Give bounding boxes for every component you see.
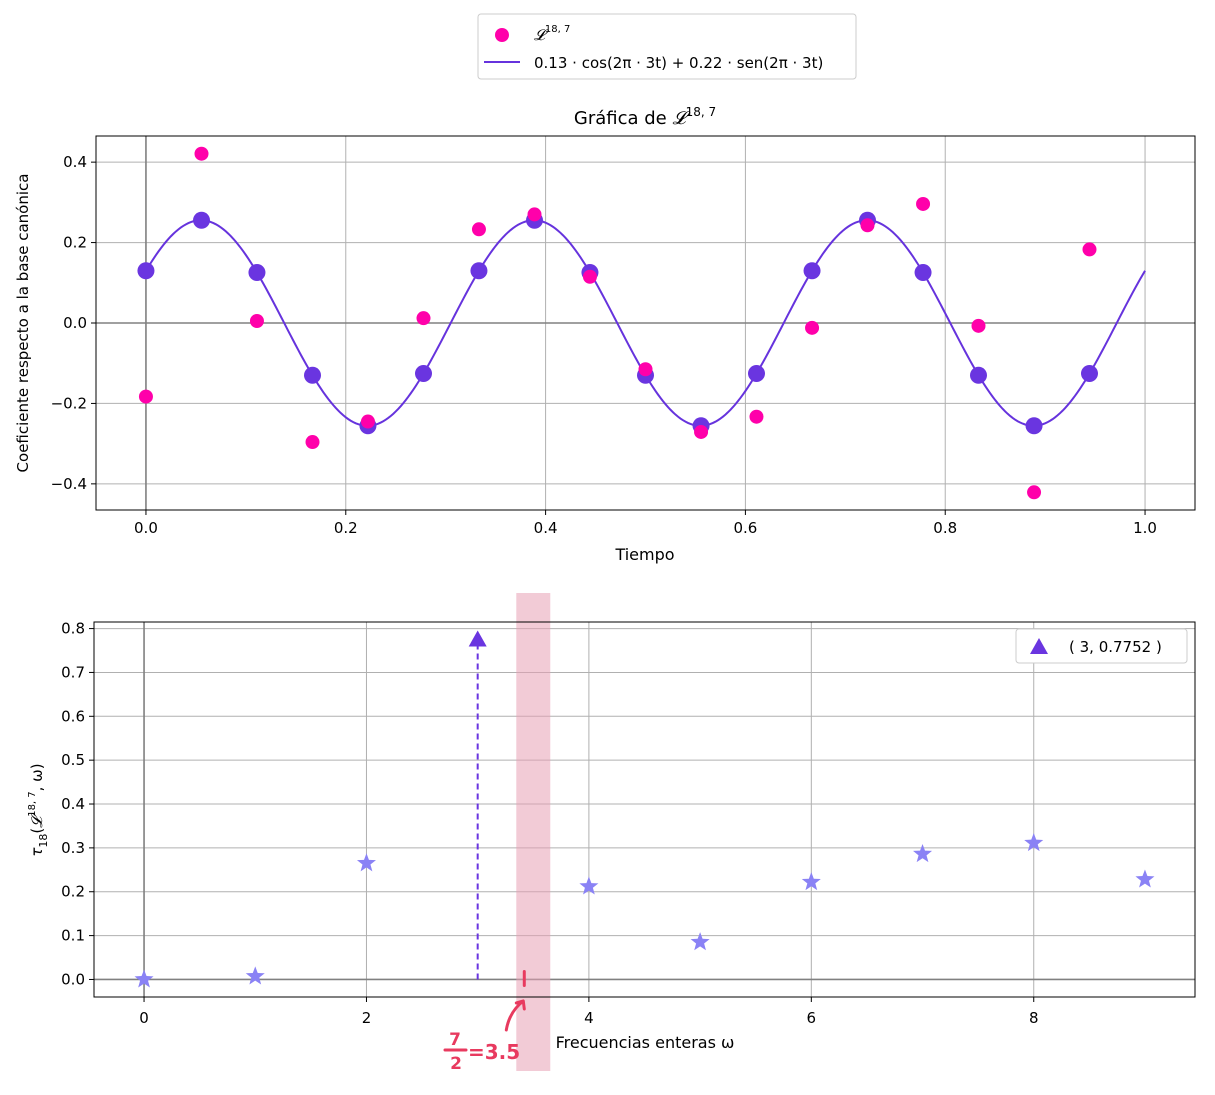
sample-point (803, 262, 821, 280)
sample-point (193, 211, 211, 229)
sample-point (415, 364, 433, 382)
data-point (305, 435, 320, 450)
bottom-xtick-label: 6 (807, 1009, 817, 1027)
sample-point (747, 364, 765, 382)
top-xtick-label: 0.8 (933, 519, 957, 537)
peak-point (468, 630, 487, 647)
top-xtick-label: 0.4 (534, 519, 558, 537)
bottom-ytick-label: 0.5 (61, 751, 85, 769)
bottom-ytick-label: 0.0 (61, 970, 85, 988)
data-point (694, 424, 709, 439)
bottom-ytick-label: 0.3 (61, 839, 85, 857)
bottom-legend: ( 3, 0.7752 ) (1015, 628, 1188, 664)
top-xtick-label: 0.6 (733, 519, 757, 537)
top-axes-lines (96, 136, 1195, 510)
bottom-chart: 0 2 4 6 8 0.0 0.1 0.2 0.3 0.4 0.5 0.6 0.7 0.8 ( 3, 0.… (27, 593, 1196, 1074)
data-point (416, 311, 431, 326)
top-ytick-label: 0.0 (63, 314, 87, 332)
data-point (971, 318, 986, 333)
data-point (360, 414, 375, 429)
data-point (527, 207, 542, 222)
bottom-ytick-label: 0.8 (61, 620, 85, 638)
top-xtick-label: 0.2 (334, 519, 358, 537)
star-point (690, 932, 710, 951)
sample-point (1025, 417, 1043, 435)
bottom-grid (94, 622, 1195, 997)
star-point (579, 876, 599, 895)
annotation-value: =3.5 (468, 1040, 520, 1064)
bottom-ticks: 0 2 4 6 8 0.0 0.1 0.2 0.3 0.4 0.5 0.6 0.7 0.8 (61, 620, 1038, 1027)
top-ytick-label: −0.2 (51, 394, 87, 412)
sample-point (304, 366, 322, 384)
top-ytick-label: −0.4 (51, 475, 87, 493)
star-point (801, 872, 821, 891)
data-point (916, 196, 931, 211)
data-point (860, 218, 875, 233)
data-point (1027, 485, 1042, 500)
legend-label-peak: ( 3, 0.7752 ) (1069, 638, 1162, 656)
top-ytick-label: 0.4 (63, 153, 87, 171)
star-point (245, 966, 265, 985)
legend-marker-samples (495, 28, 509, 42)
top-ytick-label: 0.2 (63, 234, 87, 252)
data-point (194, 146, 209, 161)
sample-point (969, 366, 987, 384)
sample-point (914, 264, 932, 282)
sample-point (137, 262, 155, 280)
data-point (1082, 242, 1097, 257)
top-ticks: 0.0 0.2 0.4 0.6 0.8 1.0 −0.4 −0.2 0.0 0.2 0.4 (51, 153, 1157, 537)
top-legend: 𝓛18, 7 0.13 · cos(2π · 3t) + 0.22 · sen(… (477, 13, 857, 80)
star-point (913, 844, 933, 863)
data-point (249, 313, 264, 328)
bottom-ytick-label: 0.7 (61, 663, 85, 681)
data-point (582, 269, 597, 284)
annotation-denominator: 2 (450, 1054, 462, 1074)
bottom-axes-lines (94, 622, 1195, 997)
bottom-ytick-label: 0.2 (61, 883, 85, 901)
sample-point (470, 262, 488, 280)
legend-label-function: 0.13 · cos(2π · 3t) + 0.22 · sen(2π · 3t… (534, 54, 823, 72)
bottom-xtick-label: 2 (362, 1009, 372, 1027)
star-point (134, 969, 154, 988)
data-point (805, 320, 820, 335)
bottom-y-axis-label: τ18(𝓛18, 7, ω) (27, 763, 50, 856)
star-point (1024, 833, 1044, 852)
top-y-axis-label: Coeficiente respecto a la base canónica (14, 174, 32, 473)
annotation-numerator: 7 (449, 1030, 461, 1050)
bottom-xtick-label: 4 (584, 1009, 594, 1027)
top-scatter-pink (138, 146, 1097, 500)
data-point (471, 222, 486, 237)
bottom-ytick-label: 0.6 (61, 707, 85, 725)
sample-point (1080, 364, 1098, 382)
top-chart-title: Gráfica de 𝓛18, 7 (574, 105, 716, 129)
sample-point (248, 264, 266, 282)
annotation-arrow (504, 999, 526, 1032)
bottom-ytick-label: 0.4 (61, 795, 85, 813)
data-point (138, 389, 153, 404)
bottom-scatter-stars (134, 833, 1155, 988)
top-chart: Gráfica de 𝓛18, 7 0.0 0.2 0.4 0.6 0.8 1.0 −0.4… (14, 105, 1196, 564)
legend-marker-peak (1030, 638, 1048, 654)
star-point (356, 853, 376, 872)
top-x-axis-label: Tiempo (614, 545, 674, 564)
bottom-xtick-label: 0 (139, 1009, 149, 1027)
bottom-scatter-peak (468, 630, 487, 647)
top-xtick-label: 1.0 (1133, 519, 1157, 537)
bottom-ytick-label: 0.1 (61, 927, 85, 945)
top-xtick-label: 0.0 (134, 519, 158, 537)
star-point (1135, 869, 1155, 888)
bottom-xtick-label: 8 (1029, 1009, 1039, 1027)
data-point (749, 409, 764, 424)
bottom-plot-frame (93, 621, 1196, 998)
bottom-x-axis-label: Frecuencias enteras ω (556, 1033, 735, 1052)
bottom-highlight-band (516, 593, 551, 1071)
handwritten-annotation: 7 2 =3.5 (443, 969, 526, 1074)
data-point (638, 362, 653, 377)
